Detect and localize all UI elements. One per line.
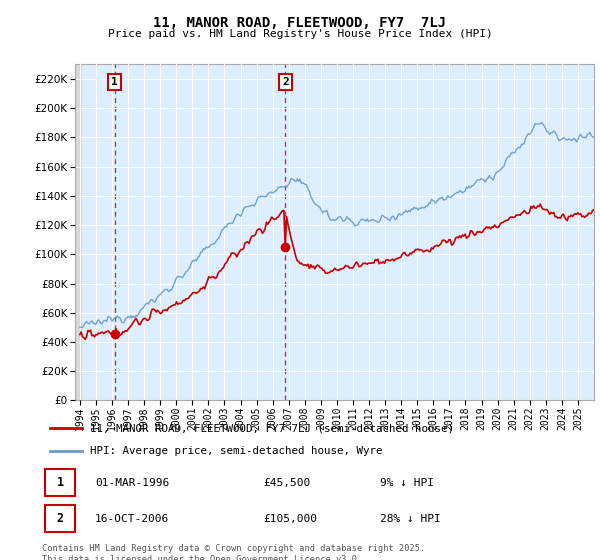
FancyBboxPatch shape xyxy=(44,469,75,496)
FancyBboxPatch shape xyxy=(44,505,75,532)
Bar xyxy=(72,64,80,400)
Text: 11, MANOR ROAD, FLEETWOOD, FY7  7LJ: 11, MANOR ROAD, FLEETWOOD, FY7 7LJ xyxy=(154,16,446,30)
Text: HPI: Average price, semi-detached house, Wyre: HPI: Average price, semi-detached house,… xyxy=(89,446,382,455)
Text: Price paid vs. HM Land Registry's House Price Index (HPI): Price paid vs. HM Land Registry's House … xyxy=(107,29,493,39)
Text: 2: 2 xyxy=(282,77,289,87)
Text: 1: 1 xyxy=(111,77,118,87)
Text: 16-OCT-2006: 16-OCT-2006 xyxy=(95,514,169,524)
Text: 1: 1 xyxy=(56,477,64,489)
Text: 9% ↓ HPI: 9% ↓ HPI xyxy=(380,478,434,488)
Text: Contains HM Land Registry data © Crown copyright and database right 2025.
This d: Contains HM Land Registry data © Crown c… xyxy=(42,544,425,560)
Text: £105,000: £105,000 xyxy=(264,514,318,524)
Text: 28% ↓ HPI: 28% ↓ HPI xyxy=(380,514,440,524)
Text: 01-MAR-1996: 01-MAR-1996 xyxy=(95,478,169,488)
Text: 11, MANOR ROAD, FLEETWOOD, FY7 7LJ (semi-detached house): 11, MANOR ROAD, FLEETWOOD, FY7 7LJ (semi… xyxy=(89,423,454,433)
Text: £45,500: £45,500 xyxy=(264,478,311,488)
Text: 2: 2 xyxy=(56,512,64,525)
Bar xyxy=(72,64,80,400)
